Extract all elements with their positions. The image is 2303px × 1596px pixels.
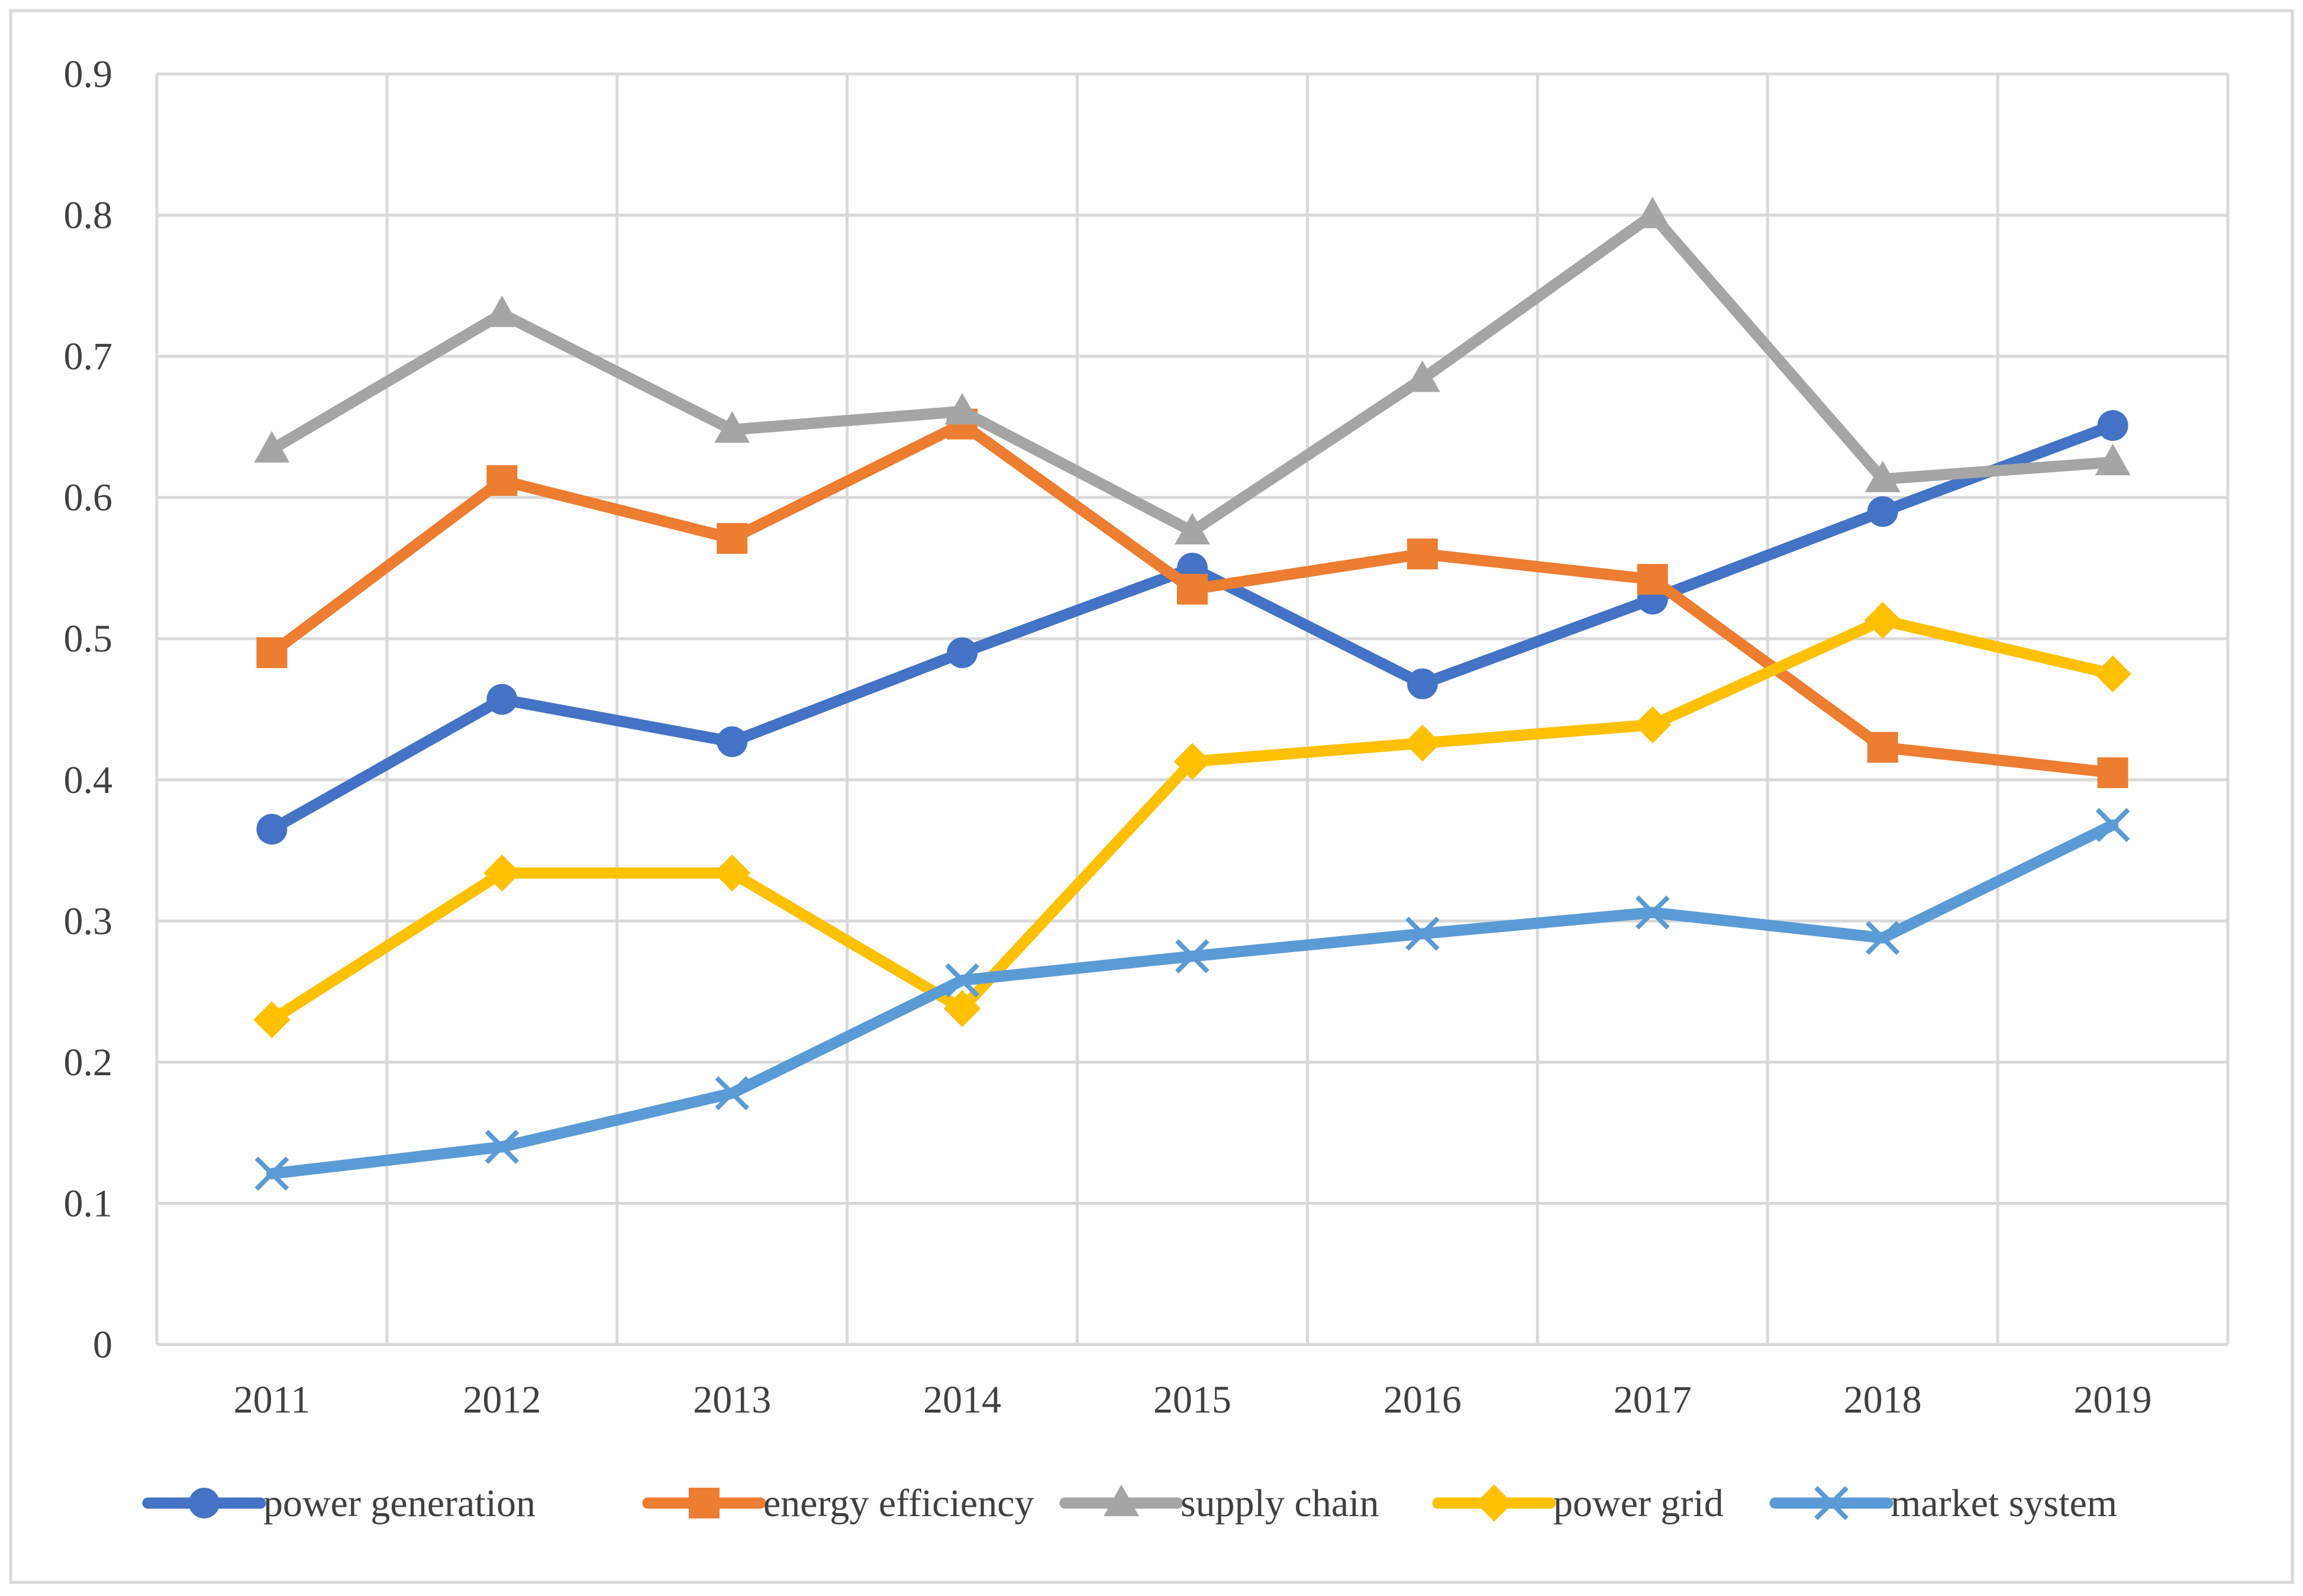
- legend-label: power generation: [263, 1482, 536, 1525]
- y-tick-label: 0.6: [64, 476, 113, 520]
- data-point-energy-efficiency: [1177, 573, 1208, 605]
- data-point-power-grid: [2094, 655, 2131, 693]
- y-axis-ticks: 0 0.1 0.2 0.3 0.4 0.5 0.6 0.7 0.8 0.9: [64, 53, 113, 1366]
- x-tick-label: 2016: [1383, 1378, 1462, 1421]
- x-tick-label: 2013: [693, 1378, 771, 1421]
- data-point-supply-chain: [944, 392, 980, 425]
- data-point-supply-chain: [254, 431, 290, 463]
- series-power-generation: [256, 410, 2128, 845]
- legend-swatch-marker: [1475, 1484, 1513, 1522]
- data-point-market-system: [1865, 921, 1900, 955]
- data-point-power-generation: [947, 637, 978, 669]
- legend-label: market system: [1891, 1482, 2117, 1525]
- x-tick-label: 2011: [234, 1378, 311, 1421]
- legend-item-supply-chain: supply chain: [1059, 1482, 1379, 1525]
- y-tick-label: 0.7: [64, 335, 113, 378]
- x-axis-ticks: 2011 2012 2013 2014 2015 2016 2017 2018 2019: [234, 1378, 2152, 1421]
- marker-stroke: [715, 1076, 750, 1111]
- data-point-market-system: [715, 1076, 750, 1111]
- legend-item-market-system: market system: [1769, 1482, 2117, 1525]
- data-point-supply-chain: [1865, 460, 1901, 492]
- series-power-grid: [253, 602, 2131, 1039]
- data-point-supply-chain: [1175, 512, 1210, 545]
- data-point-energy-efficiency: [1637, 564, 1668, 595]
- data-point-market-system: [1635, 895, 1670, 930]
- data-point-energy-efficiency: [1407, 539, 1438, 570]
- data-point-energy-efficiency: [1867, 731, 1898, 763]
- series-energy-efficiency: [256, 408, 2128, 788]
- y-tick-label: 0.5: [64, 617, 113, 660]
- data-point-power-grid: [943, 990, 981, 1027]
- data-point-supply-chain: [1634, 196, 1670, 228]
- marker-stroke: [1175, 939, 1209, 973]
- legend-label: energy efficiency: [763, 1482, 1034, 1525]
- x-tick-label: 2017: [1614, 1378, 1692, 1421]
- data-point-energy-efficiency: [717, 523, 748, 554]
- data-point-power-grid: [1404, 724, 1441, 762]
- data-point-supply-chain: [1404, 360, 1440, 392]
- legend-label: supply chain: [1180, 1482, 1379, 1525]
- data-point-power-generation: [1407, 668, 1438, 699]
- x-tick-label: 2012: [463, 1378, 541, 1421]
- legend-item-energy-efficiency: energy efficiency: [642, 1482, 1034, 1525]
- x-tick-label: 2015: [1153, 1378, 1231, 1421]
- y-tick-label: 0.3: [64, 899, 113, 943]
- x-tick-label: 2014: [923, 1378, 1001, 1421]
- data-point-power-grid: [253, 1001, 291, 1039]
- y-tick-label: 0: [93, 1323, 112, 1366]
- data-point-energy-efficiency: [2097, 757, 2128, 788]
- data-point-power-grid: [1864, 602, 1901, 639]
- legend-swatch-marker: [189, 1488, 220, 1518]
- series-market-system: [254, 808, 2130, 1191]
- legend-item-power-generation: power generation: [142, 1482, 536, 1525]
- data-point-market-system: [2095, 808, 2130, 842]
- marker-stroke: [1865, 921, 1900, 955]
- data-point-energy-efficiency: [256, 637, 288, 669]
- data-point-supply-chain: [484, 295, 520, 327]
- marker-stroke: [2095, 808, 2130, 842]
- data-point-power-grid: [714, 855, 751, 892]
- y-tick-label: 0.2: [64, 1041, 113, 1084]
- data-point-market-system: [1405, 916, 1440, 951]
- data-point-market-system: [945, 963, 979, 998]
- data-point-market-system: [254, 1156, 289, 1191]
- x-tick-label: 2018: [1844, 1378, 1922, 1421]
- data-point-power-generation: [717, 726, 748, 757]
- data-point-market-system: [1175, 939, 1209, 973]
- data-point-power-generation: [2097, 410, 2128, 441]
- y-tick-label: 0.9: [64, 53, 113, 96]
- data-point-power-grid: [483, 855, 521, 892]
- data-point-market-system: [485, 1130, 520, 1164]
- legend-swatch-marker: [1104, 1484, 1139, 1517]
- data-point-power-grid: [1173, 743, 1211, 780]
- y-tick-label: 0.1: [64, 1182, 113, 1225]
- y-tick-label: 0.4: [64, 759, 113, 802]
- data-point-power-grid: [1634, 706, 1671, 743]
- marker-stroke: [1814, 1486, 1849, 1520]
- data-point-power-generation: [486, 683, 518, 715]
- legend-label: power grid: [1553, 1482, 1724, 1525]
- marker-stroke: [945, 963, 979, 998]
- legend: power generation energy efficiency supply …: [142, 1482, 2117, 1525]
- legend-item-power-grid: power grid: [1432, 1482, 1724, 1525]
- data-point-power-generation: [256, 814, 288, 845]
- data-point-supply-chain: [2095, 443, 2131, 476]
- data-point-power-generation: [1867, 496, 1898, 527]
- x-tick-label: 2019: [2074, 1378, 2152, 1421]
- legend-swatch-marker: [1814, 1486, 1849, 1520]
- series-lines: [253, 196, 2131, 1191]
- chart-frame: [9, 9, 2294, 1584]
- y-tick-label: 0.8: [64, 194, 113, 237]
- legend-swatch-marker: [689, 1488, 720, 1518]
- marker-stroke: [254, 1156, 289, 1191]
- marker-stroke: [1635, 895, 1670, 930]
- data-point-energy-efficiency: [486, 465, 518, 496]
- marker-stroke: [485, 1130, 520, 1164]
- data-point-supply-chain: [714, 411, 750, 443]
- marker-stroke: [1405, 916, 1440, 951]
- series-supply-chain: [254, 196, 2131, 545]
